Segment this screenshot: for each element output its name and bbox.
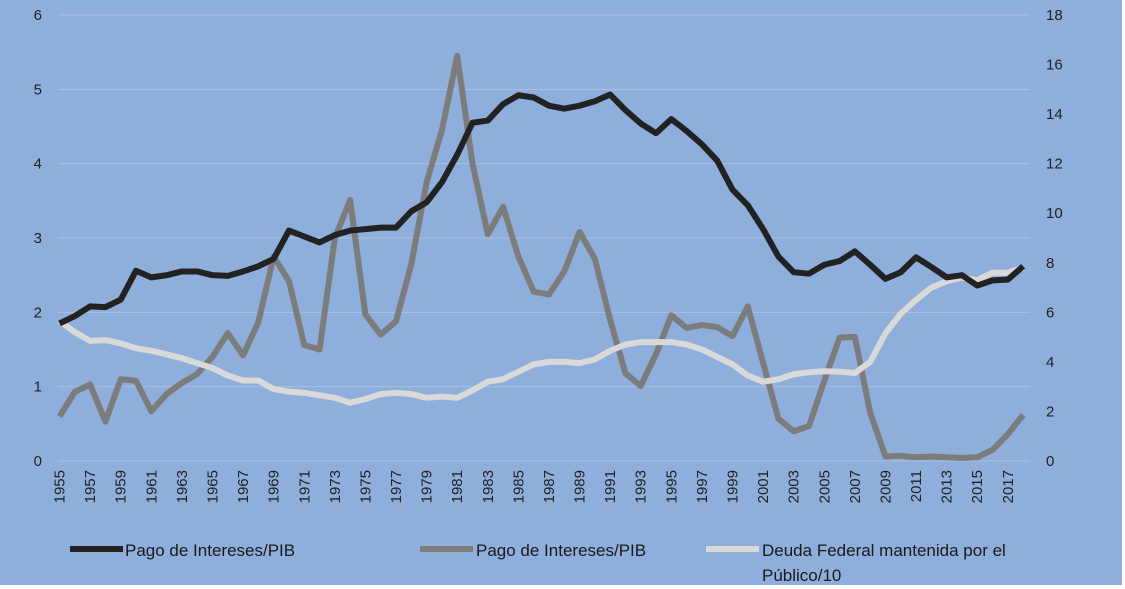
y2-tick-label: 4: [1046, 354, 1054, 371]
x-tick-label: 1969: [266, 470, 283, 503]
x-tick-label: 1955: [52, 470, 69, 503]
y-tick-label: 1: [34, 379, 42, 396]
legend-label-series-2: Pago de Intereses/PIB: [476, 541, 646, 560]
x-tick-label: 1957: [82, 470, 99, 503]
x-tick-label: 1979: [419, 470, 436, 503]
legend: Pago de Intereses/PIB Pago de Intereses/…: [70, 541, 1006, 585]
y2-tick-label: 18: [1046, 7, 1063, 24]
x-tick-label: 2007: [847, 470, 864, 503]
x-tick-label: 1995: [663, 470, 680, 503]
y-tick-label: 4: [34, 156, 42, 173]
y2-tick-label: 2: [1046, 403, 1054, 420]
y2-tick-label: 0: [1046, 453, 1054, 470]
y2-tick-label: 16: [1046, 57, 1063, 74]
x-tick-label: 1977: [388, 470, 405, 503]
y-tick-label: 0: [34, 453, 42, 470]
x-tick-label: 1963: [174, 470, 191, 503]
x-tick-label: 2017: [1000, 470, 1017, 503]
x-tick-label: 2013: [939, 470, 956, 503]
x-tick-label: 1959: [113, 470, 130, 503]
x-tick-label: 1991: [602, 470, 619, 503]
y2-tick-label: 12: [1046, 156, 1063, 173]
x-tick-label: 1973: [327, 470, 344, 503]
x-tick-label: 1967: [235, 470, 252, 503]
x-axis-ticks: 1955 1957 1959 1961 1963 1965 1967 1969 1971 1973…: [52, 470, 1017, 503]
x-tick-label: 2005: [816, 470, 833, 503]
x-tick-label: 1997: [694, 470, 711, 503]
legend-label-series-3-line-1: Deuda Federal mantenida por el: [762, 541, 1006, 560]
y2-tick-label: 6: [1046, 304, 1054, 321]
y2-tick-label: 14: [1046, 106, 1063, 123]
x-tick-label: 1975: [357, 470, 374, 503]
y-tick-label: 6: [34, 7, 42, 24]
gridlines: [58, 14, 1030, 462]
x-tick-label: 1993: [633, 470, 650, 503]
x-tick-label: 2011: [908, 470, 925, 502]
y2-tick-label: 10: [1046, 205, 1063, 222]
y-tick-label: 5: [34, 81, 42, 98]
legend-label-series-3: Deuda Federal mantenida por el Público/10: [762, 541, 1006, 585]
x-tick-label: 1989: [572, 470, 589, 503]
x-tick-label: 2003: [786, 470, 803, 503]
x-tick-label: 1983: [480, 470, 497, 503]
legend-label-series-1: Pago de Intereses/PIB: [125, 541, 295, 560]
y2-tick-label: 8: [1046, 255, 1054, 272]
y-tick-label: 3: [34, 230, 42, 247]
right-axis-ticks: 0 2 4 6 8 10 12 14 16 18: [1046, 7, 1063, 470]
x-tick-label: 2009: [877, 470, 894, 503]
left-axis-ticks: 0 1 2 3 4 5 6: [34, 7, 42, 470]
x-tick-label: 1985: [510, 470, 527, 503]
legend-label-series-3-line-2: Público/10: [762, 566, 841, 585]
x-tick-label: 1981: [449, 470, 466, 503]
series-line-3: [57, 264, 1025, 406]
y-tick-label: 2: [34, 304, 42, 321]
series-line-1: [58, 91, 1026, 327]
series-lines: [56, 52, 1026, 462]
x-tick-label: 1971: [296, 470, 313, 503]
x-tick-label: 1987: [541, 470, 558, 503]
series-line-2: [56, 52, 1026, 462]
x-tick-label: 1965: [204, 470, 221, 503]
x-tick-label: 2015: [969, 470, 986, 503]
x-tick-label: 1961: [143, 470, 160, 503]
x-tick-label: 1999: [725, 470, 742, 503]
x-tick-label: 2001: [755, 470, 772, 503]
